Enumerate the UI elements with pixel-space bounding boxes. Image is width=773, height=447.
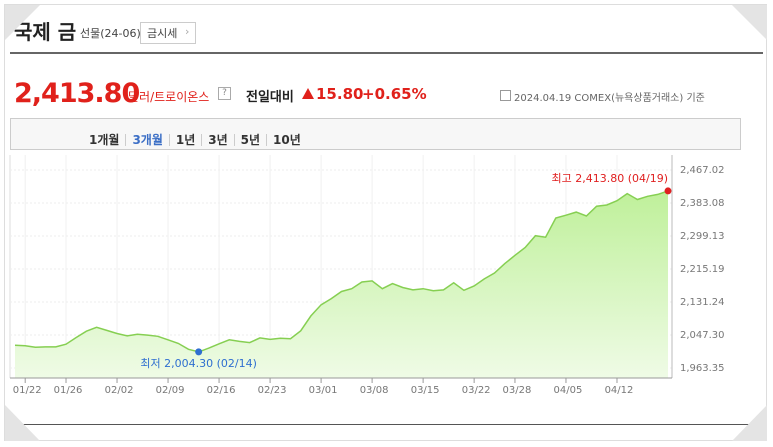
x-tick-label: 02/02	[105, 385, 134, 396]
y-tick-label: 2,467.02	[680, 165, 725, 176]
calendar-icon	[500, 90, 511, 101]
x-tick-label: 02/23	[258, 385, 287, 396]
period-tab[interactable]: 1년	[170, 134, 203, 146]
x-tick-label: 04/12	[605, 385, 634, 396]
corner	[5, 405, 40, 441]
y-tick-label: 2,047.30	[680, 330, 725, 341]
y-tick-label: 2,299.13	[680, 231, 725, 242]
change-label: 전일대비	[246, 90, 294, 105]
x-tick-label: 03/08	[360, 385, 389, 396]
line	[14, 190, 669, 353]
period-tab[interactable]: 5년	[235, 134, 268, 146]
corner	[732, 5, 767, 40]
x-tick-label: 03/15	[411, 385, 440, 396]
y-tick-label: 2,215.19	[680, 264, 725, 275]
period-tab[interactable]: 10년	[273, 133, 301, 147]
annotation: 최저 2,004.30 (02/14)	[140, 357, 257, 370]
separator	[10, 424, 763, 425]
extreme-marker	[195, 348, 203, 356]
x-tick-label: 02/16	[207, 385, 236, 396]
corner	[5, 5, 40, 40]
y-tick-label: 2,131.24	[680, 297, 725, 308]
frame	[4, 4, 767, 441]
period-tab[interactable]: 1개월	[83, 134, 127, 146]
up-arrow	[302, 88, 314, 99]
period-tab[interactable]: 3년	[202, 134, 235, 146]
x-tick-label: 03/01	[309, 385, 338, 396]
period-tab[interactable]: 3개월	[126, 134, 170, 146]
price-button[interactable]: 금시세	[140, 22, 197, 44]
corner	[732, 405, 767, 441]
unit: 달러/트로이온스	[128, 90, 210, 104]
title: 국제 금	[14, 20, 77, 44]
help-icon[interactable]: ?	[218, 87, 231, 100]
y-tick-label: 1,963.35	[680, 363, 725, 374]
as-of: 2024.04.19 COMEX(뉴욕상품거래소) 기준	[514, 93, 705, 104]
x-tick-label: 03/22	[462, 385, 491, 396]
x-tick-label: 03/28	[503, 385, 532, 396]
area	[15, 190, 668, 378]
y-tick-label: 2,383.08	[680, 198, 725, 209]
x-tick-label: 01/26	[54, 385, 83, 396]
separator	[10, 52, 763, 54]
tab-row: 1개월 3개월 1년 3년 5년 10년	[83, 129, 307, 148]
change: 15.80	[316, 85, 364, 103]
price: 2,413.80	[14, 78, 140, 109]
x-tick-label: 02/09	[156, 385, 185, 396]
x-tick-label: 04/05	[554, 385, 583, 396]
x-tick-label: 01/22	[13, 385, 42, 396]
subtitle: 선물(24-06)	[80, 27, 141, 40]
extreme-marker	[664, 187, 672, 195]
period-tabs: 1개월 3개월 1년 3년 5년 10년	[10, 118, 741, 150]
annotation: 최고 2,413.80 (04/19)	[551, 172, 668, 185]
change-percent: +0.65%	[362, 85, 427, 103]
